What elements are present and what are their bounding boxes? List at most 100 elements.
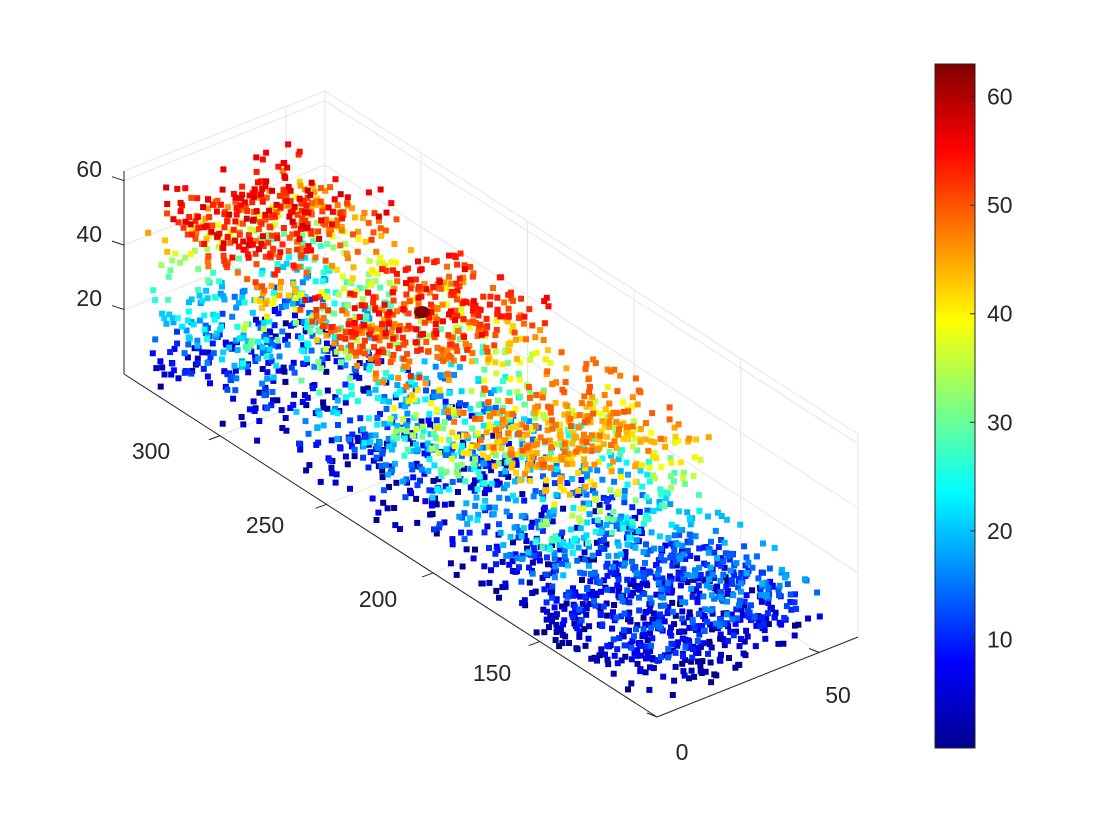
data-point: [694, 599, 701, 606]
data-point: [433, 417, 440, 424]
data-point: [566, 491, 573, 498]
data-point: [565, 589, 572, 596]
data-point: [366, 334, 373, 341]
data-point: [581, 549, 588, 556]
data-point: [304, 187, 311, 194]
data-point: [668, 641, 675, 648]
data-point: [558, 441, 565, 448]
data-point: [296, 178, 303, 185]
data-point: [344, 200, 351, 207]
data-point: [576, 606, 583, 613]
data-point: [592, 490, 599, 497]
data-point: [433, 501, 440, 508]
data-point: [454, 348, 461, 354]
data-point: [391, 285, 398, 292]
z-tick-mark: [111, 240, 125, 246]
data-point: [493, 420, 500, 427]
data-point: [316, 236, 323, 242]
data-point: [649, 635, 656, 642]
data-point: [453, 571, 460, 578]
data-point: [653, 591, 660, 598]
data-point: [279, 425, 286, 431]
data-point: [217, 326, 224, 333]
data-point: [557, 626, 564, 633]
data-point: [429, 494, 436, 501]
data-point: [283, 193, 290, 200]
data-point: [537, 434, 544, 441]
data-point: [543, 571, 550, 578]
data-point: [557, 428, 563, 434]
data-point: [684, 579, 691, 585]
data-point: [483, 315, 490, 322]
data-point: [259, 344, 266, 351]
data-point: [351, 446, 358, 453]
data-point: [296, 195, 303, 202]
data-point: [390, 297, 397, 304]
data-point: [577, 593, 584, 600]
data-point: [572, 608, 579, 615]
data-point: [185, 341, 192, 348]
data-point: [274, 235, 281, 242]
data-point: [650, 453, 656, 460]
data-point: [246, 192, 253, 199]
data-point: [381, 316, 387, 323]
data-point: [267, 353, 274, 360]
data-point: [619, 631, 626, 638]
data-point: [448, 361, 455, 368]
data-point: [627, 617, 634, 623]
data-point: [589, 403, 596, 410]
data-point: [485, 454, 492, 461]
data-point: [702, 668, 709, 675]
data-point: [681, 481, 688, 487]
data-point: [481, 385, 488, 392]
data-point: [533, 349, 540, 356]
data-point: [642, 621, 649, 628]
data-point: [599, 418, 606, 424]
data-point: [584, 519, 591, 526]
data-point: [467, 263, 474, 270]
data-point: [479, 391, 486, 398]
data-point: [633, 537, 640, 544]
data-point: [676, 508, 682, 515]
data-point: [748, 617, 754, 623]
data-point: [721, 539, 728, 546]
data-point: [233, 211, 240, 218]
data-point: [276, 292, 283, 299]
data-point: [654, 657, 661, 664]
data-point: [418, 266, 425, 273]
x-tick-label: 50: [825, 682, 851, 708]
data-point: [300, 197, 307, 204]
data-point: [267, 224, 274, 231]
data-point: [741, 602, 748, 609]
data-point: [519, 441, 526, 448]
data-point: [370, 457, 377, 464]
data-point: [456, 275, 463, 282]
data-point: [581, 442, 588, 449]
data-point: [696, 564, 703, 571]
data-point: [274, 267, 281, 273]
data-point: [459, 300, 466, 307]
data-point: [569, 407, 576, 414]
data-point: [532, 334, 539, 341]
data-point: [625, 612, 632, 619]
data-point: [618, 473, 625, 480]
data-point: [177, 259, 184, 266]
data-point: [426, 456, 433, 463]
data-point: [586, 511, 593, 518]
data-point: [684, 571, 691, 578]
data-point: [508, 295, 515, 302]
data-point: [433, 406, 440, 413]
data-point: [474, 516, 481, 523]
data-point: [263, 149, 270, 156]
wall-grid-line: [324, 100, 859, 445]
data-point: [282, 189, 289, 196]
data-point: [482, 330, 489, 337]
data-point: [478, 331, 485, 338]
data-point: [253, 237, 259, 244]
data-point: [412, 441, 419, 448]
data-point: [239, 294, 246, 301]
data-point: [461, 536, 468, 543]
data-point: [725, 553, 732, 560]
data-point: [696, 590, 703, 597]
data-point: [640, 614, 647, 621]
